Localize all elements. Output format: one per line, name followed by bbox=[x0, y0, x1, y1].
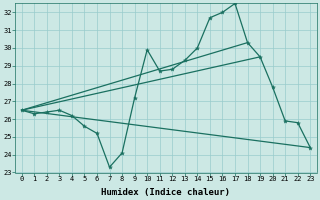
X-axis label: Humidex (Indice chaleur): Humidex (Indice chaleur) bbox=[101, 188, 230, 197]
